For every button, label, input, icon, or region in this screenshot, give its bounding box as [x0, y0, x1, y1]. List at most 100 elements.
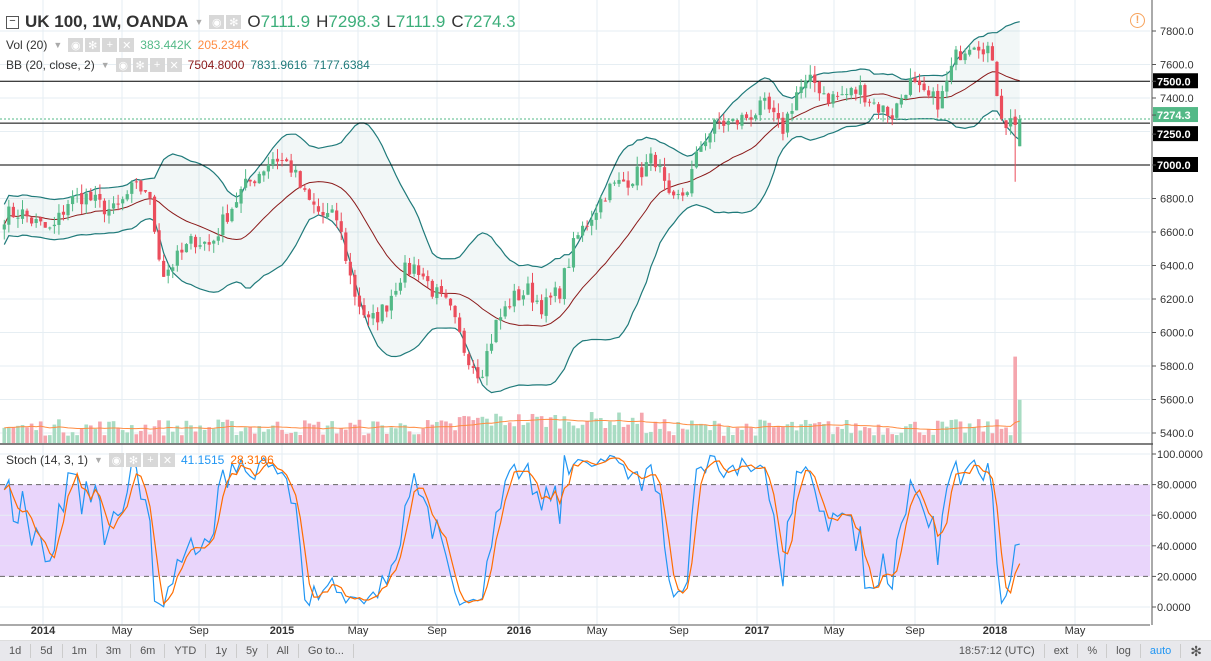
log-button[interactable]: log: [1107, 644, 1141, 658]
plus-icon[interactable]: +: [149, 58, 165, 72]
volume-bars: [2, 356, 1022, 443]
chevron-down-icon[interactable]: ▼: [194, 17, 204, 27]
candle-body: [234, 202, 239, 208]
range-button-1d[interactable]: 1d: [0, 644, 32, 658]
volume-bar: [321, 434, 325, 443]
range-button-3m[interactable]: 3m: [97, 644, 132, 658]
warning-icon[interactable]: !: [1130, 13, 1145, 28]
settings-gear-icon[interactable]: ✻: [1190, 643, 1202, 659]
close-icon[interactable]: ✕: [166, 58, 182, 72]
volume-bar: [967, 423, 972, 443]
chevron-down-icon[interactable]: ▼: [100, 60, 110, 70]
time-axis[interactable]: 2014 May Sep 2015 May Sep 2016 May Sep 2017 May Sep…: [0, 625, 1150, 640]
symbol-title[interactable]: UK 100, 1W, OANDA: [25, 12, 189, 31]
eye-icon[interactable]: ◉: [68, 38, 84, 52]
auto-button[interactable]: auto: [1141, 644, 1182, 658]
close-icon[interactable]: ✕: [119, 38, 135, 52]
range-button-goto[interactable]: Go to...: [299, 644, 354, 658]
candle-body: [795, 92, 799, 111]
candle-body: [102, 200, 107, 215]
volume-label[interactable]: Vol (20): [6, 38, 48, 52]
candle-body: [649, 153, 653, 164]
stoch-band: [0, 484, 1150, 577]
volume-bar: [526, 422, 530, 443]
volume-bar: [863, 426, 867, 443]
volume-bar: [817, 422, 822, 443]
candle-body: [990, 46, 994, 61]
range-button-all[interactable]: All: [268, 644, 299, 658]
volume-bar: [93, 428, 98, 443]
candle-body: [225, 213, 229, 222]
gear-icon[interactable]: ✻: [85, 38, 101, 52]
candle-body: [93, 194, 97, 201]
volume-bar: [630, 417, 635, 443]
volume-bar: [808, 423, 813, 443]
volume-bar: [307, 423, 312, 443]
volume-bar: [717, 423, 722, 443]
ext-button[interactable]: ext: [1045, 644, 1079, 658]
bb-upper-value: 7831.9616: [250, 58, 308, 72]
volume-bar: [289, 432, 293, 443]
volume-bar: [448, 423, 453, 443]
volume-bar: [88, 425, 93, 443]
volume-bar: [175, 425, 180, 443]
gear-icon[interactable]: ✻: [125, 453, 141, 467]
candle-body: [444, 293, 448, 298]
price-tick-label: 7400.0: [1160, 93, 1194, 105]
candle-body: [435, 287, 439, 299]
volume-bar: [585, 420, 589, 443]
plus-icon[interactable]: +: [102, 38, 118, 52]
volume-bar: [812, 423, 817, 443]
stoch-label[interactable]: Stoch (14, 3, 1): [6, 453, 89, 467]
collapse-icon[interactable]: −: [6, 15, 19, 29]
volume-bar: [129, 425, 134, 443]
volume-bar: [844, 419, 849, 443]
chevron-down-icon[interactable]: ▼: [53, 40, 63, 50]
candle-body: [139, 180, 143, 192]
percent-button[interactable]: %: [1078, 644, 1108, 658]
volume-bar: [471, 420, 476, 443]
volume-bar: [407, 431, 412, 443]
eye-icon[interactable]: ◉: [115, 58, 131, 72]
chart-canvas[interactable]: 7800.0 7600.0 7400.0 6800.0 6600.0 6400.0 6200…: [0, 0, 1211, 640]
gear-icon[interactable]: ✻: [132, 58, 148, 72]
candle-body: [257, 173, 261, 184]
candle-body: [157, 230, 161, 260]
candle-body: [694, 151, 699, 168]
candle-body: [776, 113, 780, 119]
bb-label[interactable]: BB (20, close, 2): [6, 58, 95, 72]
candle-body: [239, 189, 243, 204]
candle-body: [348, 261, 352, 276]
candle-body: [121, 199, 125, 204]
chevron-down-icon[interactable]: ▼: [94, 455, 103, 465]
volume-bar: [703, 424, 708, 443]
candle-body: [831, 94, 835, 104]
volume-bar: [958, 421, 963, 443]
candle-body: [203, 241, 207, 244]
symbol-legend: − UK 100, 1W, OANDA ▼ ◉ ✻ O7111.9 H7298.3…: [6, 12, 516, 32]
candle-body: [981, 49, 985, 55]
plus-icon[interactable]: +: [142, 453, 158, 467]
volume-ma-value: 205.234K: [197, 38, 250, 52]
gear-icon[interactable]: ✻: [226, 15, 242, 29]
volume-bar: [494, 413, 498, 443]
volume-bar: [894, 435, 899, 443]
eye-icon[interactable]: ◉: [209, 15, 225, 29]
candle-body: [858, 85, 862, 95]
volume-bar: [389, 427, 394, 443]
eye-icon[interactable]: ◉: [108, 453, 124, 467]
volume-bar: [831, 434, 835, 443]
candle-body: [34, 219, 38, 224]
close-icon[interactable]: ✕: [159, 453, 175, 467]
volume-ma-line: [4, 418, 1020, 431]
candle-body: [886, 106, 890, 116]
volume-bar: [70, 432, 75, 443]
range-button-1m[interactable]: 1m: [63, 644, 97, 658]
range-button-5d[interactable]: 5d: [31, 644, 63, 658]
range-button-1y[interactable]: 1y: [206, 644, 237, 658]
candle-body: [744, 114, 749, 119]
range-button-6m[interactable]: 6m: [131, 644, 166, 658]
range-button-5y[interactable]: 5y: [237, 644, 268, 658]
stoch-k-value: 41.1515: [180, 453, 225, 467]
range-button-ytd[interactable]: YTD: [165, 644, 207, 658]
